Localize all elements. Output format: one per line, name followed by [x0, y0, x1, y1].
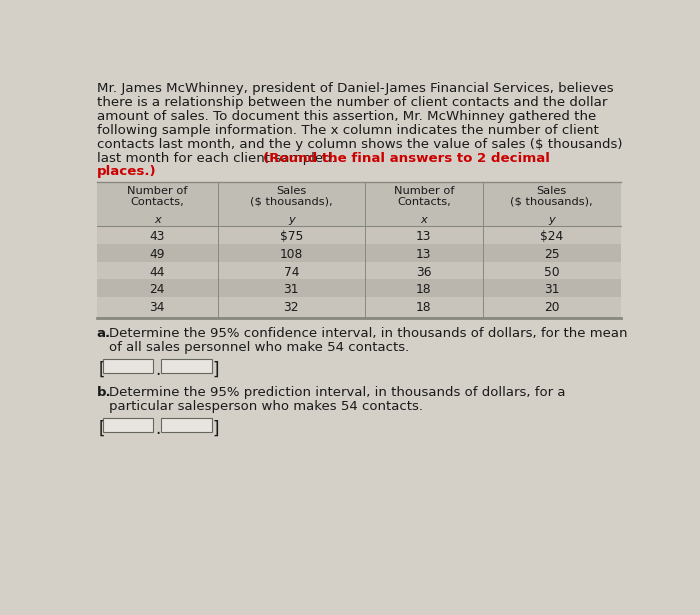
Text: Sales: Sales	[537, 186, 567, 196]
Text: b.: b.	[97, 386, 111, 399]
Text: there is a relationship between the number of client contacts and the dollar: there is a relationship between the numb…	[97, 96, 608, 109]
Text: (Round the final answers to 2 decimal: (Round the final answers to 2 decimal	[263, 151, 550, 165]
Text: 31: 31	[284, 284, 299, 296]
Text: Number of: Number of	[127, 186, 188, 196]
Text: 108: 108	[279, 248, 303, 261]
Text: 44: 44	[150, 266, 165, 279]
Text: 49: 49	[150, 248, 165, 261]
Text: [: [	[98, 361, 105, 379]
Text: Determine the 95% confidence interval, in thousands of dollars, for the mean: Determine the 95% confidence interval, i…	[109, 327, 628, 340]
Text: ]: ]	[212, 361, 219, 379]
Text: 34: 34	[150, 301, 165, 314]
Bar	[97, 181, 621, 226]
Text: Contacts,: Contacts,	[397, 197, 451, 207]
Text: 18: 18	[416, 284, 432, 296]
Text: $75: $75	[279, 230, 303, 243]
Text: .: .	[155, 361, 160, 379]
Text: Number of: Number of	[393, 186, 454, 196]
Text: 13: 13	[416, 248, 432, 261]
Text: 18: 18	[416, 301, 432, 314]
Text: x: x	[421, 215, 427, 226]
Text: 36: 36	[416, 266, 432, 279]
Text: ($ thousands),: ($ thousands),	[250, 197, 332, 207]
Text: ($ thousands),: ($ thousands),	[510, 197, 593, 207]
Text: 13: 13	[416, 230, 432, 243]
Text: 31: 31	[544, 284, 559, 296]
Text: .: .	[155, 419, 160, 437]
Text: x: x	[154, 215, 160, 226]
Text: 74: 74	[284, 266, 299, 279]
Text: a.: a.	[97, 327, 111, 340]
Bar	[97, 279, 621, 297]
Bar	[97, 181, 621, 318]
Text: particular salesperson who makes 54 contacts.: particular salesperson who makes 54 cont…	[109, 400, 423, 413]
Text: places.): places.)	[97, 165, 156, 178]
Text: last month for each client sampled.: last month for each client sampled.	[97, 151, 340, 165]
Text: $24: $24	[540, 230, 564, 243]
Text: 32: 32	[284, 301, 299, 314]
Text: Contacts,: Contacts,	[130, 197, 184, 207]
Text: following sample information. The x column indicates the number of client: following sample information. The x colu…	[97, 124, 598, 137]
Bar	[103, 418, 153, 432]
Text: 50: 50	[544, 266, 559, 279]
Text: ]: ]	[212, 419, 219, 437]
Bar	[103, 360, 153, 373]
Text: Mr. James McWhinney, president of Daniel-James Financial Services, believes: Mr. James McWhinney, president of Daniel…	[97, 82, 613, 95]
Bar	[97, 244, 621, 261]
Text: y: y	[288, 215, 295, 226]
Text: 43: 43	[150, 230, 165, 243]
Text: of all sales personnel who make 54 contacts.: of all sales personnel who make 54 conta…	[109, 341, 409, 354]
Text: contacts last month, and the y column shows the value of sales ($ thousands): contacts last month, and the y column sh…	[97, 138, 622, 151]
Text: 25: 25	[544, 248, 559, 261]
Bar	[161, 360, 211, 373]
Text: 24: 24	[150, 284, 165, 296]
Text: Sales: Sales	[276, 186, 307, 196]
Bar	[161, 418, 211, 432]
Text: 20: 20	[544, 301, 559, 314]
Text: Determine the 95% prediction interval, in thousands of dollars, for a: Determine the 95% prediction interval, i…	[109, 386, 566, 399]
Text: y: y	[548, 215, 555, 226]
Text: amount of sales. To document this assertion, Mr. McWhinney gathered the: amount of sales. To document this assert…	[97, 110, 596, 123]
Text: [: [	[98, 419, 105, 437]
